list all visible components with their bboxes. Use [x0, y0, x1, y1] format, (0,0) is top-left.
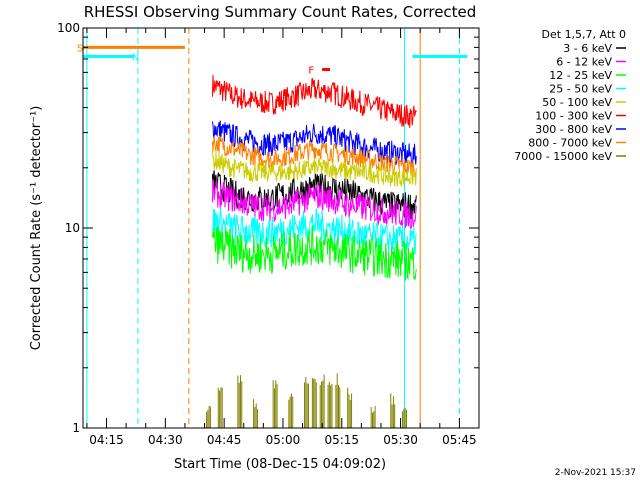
- x-axis-label: Start Time (08-Dec-15 04:09:02): [174, 457, 386, 472]
- legend-entry-label: 12 - 25 keV: [549, 69, 612, 82]
- y-tick-label: 100: [57, 21, 80, 35]
- time-marker-layer: S N F: [77, 28, 468, 428]
- chart-title: RHESSI Observing Summary Count Rates, Co…: [84, 3, 477, 21]
- series-line: [211, 149, 417, 187]
- series-layer: [206, 74, 417, 428]
- x-tick-label: 04:15: [89, 433, 124, 447]
- x-tick-label: 04:45: [207, 433, 242, 447]
- legend-entry-label: 100 - 300 keV: [535, 110, 612, 123]
- legend-entry-label: 800 - 7000 keV: [528, 137, 612, 150]
- legend-header: Det 1,5,7, Att 0: [542, 28, 626, 41]
- series-line: [211, 74, 417, 128]
- x-tick-label: 05:45: [442, 433, 477, 447]
- marker-label: S: [77, 43, 83, 54]
- series-line: [211, 225, 417, 281]
- y-axis-label: Corrected Count Rate (s⁻¹ detector⁻¹): [29, 106, 44, 351]
- series-line: [211, 179, 417, 230]
- legend-entry-label: 50 - 100 keV: [542, 96, 612, 109]
- marker-label: N: [132, 53, 139, 64]
- axes-layer: 1 10 100 04:15 04:30 04:45 05:00 05:15 05:30 05:4…: [57, 21, 480, 447]
- series-line: [211, 135, 417, 178]
- x-tick-label: 05:00: [266, 433, 301, 447]
- x-tick-label: 05:15: [324, 433, 359, 447]
- legend-entry-label: 25 - 50 keV: [549, 83, 612, 96]
- legend-entry-label: 7000 - 15000 keV: [514, 150, 612, 163]
- legend-entry-label: 3 - 6 keV: [563, 42, 612, 55]
- marker-label: F: [308, 66, 314, 77]
- legend-entry-label: 6 - 12 keV: [556, 56, 612, 69]
- x-tick-label: 05:30: [383, 433, 418, 447]
- y-tick-label: 1: [72, 421, 80, 435]
- series-line: [211, 208, 417, 256]
- footer-date: 2-Nov-2021 15:37: [555, 468, 636, 478]
- legend-entry-label: 300 - 800 keV: [535, 123, 612, 136]
- x-tick-label: 04:30: [148, 433, 183, 447]
- series-line: [211, 120, 417, 166]
- y-tick-label: 10: [65, 221, 80, 235]
